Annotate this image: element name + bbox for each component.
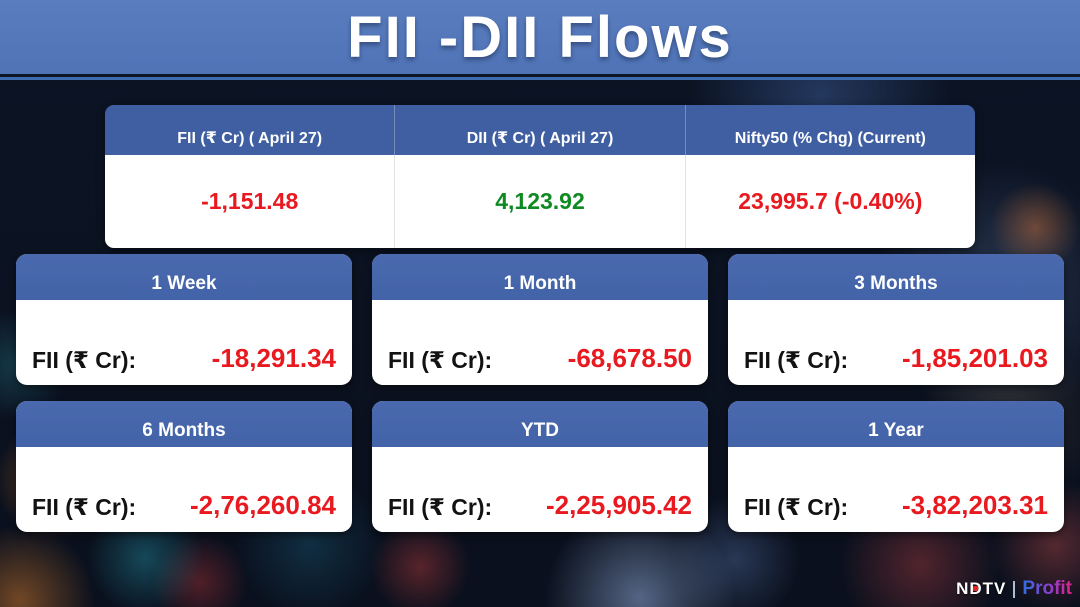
card-period-title: 1 Month (372, 254, 708, 300)
page-title: FII -DII Flows (347, 4, 733, 70)
card-fii-label: FII (₹ Cr): (744, 494, 849, 520)
banner-divider-light (0, 77, 1080, 80)
summary-value-nifty: 23,995.7 (-0.40%) (738, 188, 923, 214)
card-fii-label: FII (₹ Cr): (388, 347, 493, 373)
logo-divider (1013, 580, 1016, 598)
summary-table-value-row: -1,151.48 4,123.92 23,995.7 (-0.40%) (105, 155, 975, 248)
banner-divider-dark (0, 74, 1080, 77)
card-ytd: YTD FII (₹ Cr): -2,25,905.42 (372, 401, 708, 532)
card-body: FII (₹ Cr): -18,291.34 (16, 300, 352, 385)
card-fii-value: -2,76,260.84 (189, 490, 336, 520)
summary-table: FII (₹ Cr) ( April 27) DII (₹ Cr) ( Apri… (105, 105, 975, 248)
card-fii-value: -1,85,201.03 (901, 343, 1048, 373)
title-banner: FII -DII Flows (0, 0, 1080, 74)
card-body: FII (₹ Cr): -2,25,905.42 (372, 447, 708, 532)
card-body: FII (₹ Cr): -2,76,260.84 (16, 447, 352, 532)
card-period-title: 3 Months (728, 254, 1064, 300)
card-fii-value: -18,291.34 (211, 343, 336, 373)
card-period-title: YTD (372, 401, 708, 447)
card-fii-label: FII (₹ Cr): (32, 347, 137, 373)
ndtv-logo-text: NDTV (956, 579, 1007, 598)
card-fii-value: -3,82,203.31 (901, 490, 1048, 520)
period-cards-grid: 1 Week FII (₹ Cr): -18,291.34 1 Month FI… (16, 254, 1064, 532)
card-body: FII (₹ Cr): -1,85,201.03 (728, 300, 1064, 385)
ndtv-logo: NDTV (956, 579, 1006, 599)
card-body: FII (₹ Cr): -68,678.50 (372, 300, 708, 385)
card-fii-label: FII (₹ Cr): (744, 347, 849, 373)
card-1-month: 1 Month FII (₹ Cr): -68,678.50 (372, 254, 708, 385)
card-6-months: 6 Months FII (₹ Cr): -2,76,260.84 (16, 401, 352, 532)
summary-header-fii: FII (₹ Cr) ( April 27) (105, 105, 396, 155)
card-fii-value: -2,25,905.42 (545, 490, 692, 520)
card-1-week: 1 Week FII (₹ Cr): -18,291.34 (16, 254, 352, 385)
card-body: FII (₹ Cr): -3,82,203.31 (728, 447, 1064, 532)
summary-value-dii: 4,123.92 (395, 155, 686, 248)
summary-value-fii: -1,151.48 (105, 155, 396, 248)
card-3-months: 3 Months FII (₹ Cr): -1,85,201.03 (728, 254, 1064, 385)
ndtv-red-dot-icon (973, 586, 979, 591)
card-period-title: 1 Week (16, 254, 352, 300)
card-1-year: 1 Year FII (₹ Cr): -3,82,203.31 (728, 401, 1064, 532)
card-fii-label: FII (₹ Cr): (388, 494, 493, 520)
card-fii-value: -68,678.50 (567, 343, 692, 373)
summary-header-nifty: Nifty50 (% Chg) (Current) (734, 130, 926, 147)
profit-logo-text: Profit (1022, 578, 1072, 599)
summary-table-header-row: FII (₹ Cr) ( April 27) DII (₹ Cr) ( Apri… (105, 105, 975, 155)
card-period-title: 6 Months (16, 401, 352, 447)
card-period-title: 1 Year (728, 401, 1064, 447)
ndtv-profit-logo: NDTV Profit (956, 578, 1072, 600)
summary-header-dii: DII (₹ Cr) ( April 27) (395, 105, 686, 155)
card-fii-label: FII (₹ Cr): (32, 494, 137, 520)
